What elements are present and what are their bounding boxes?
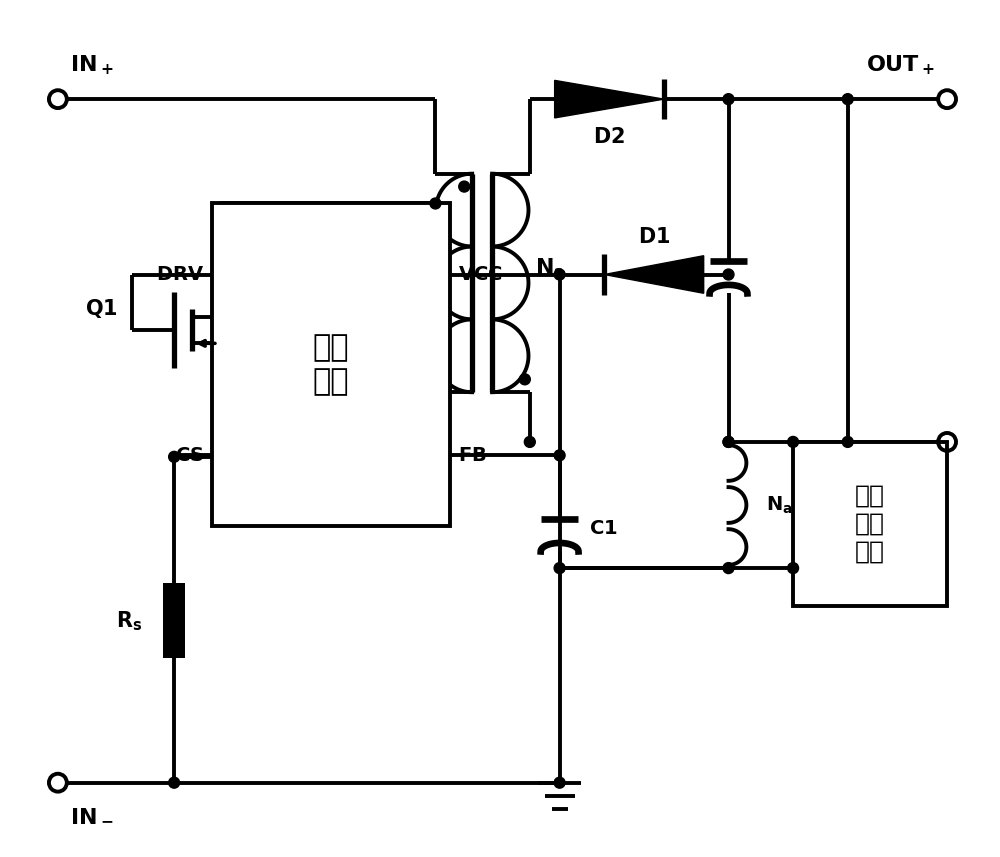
Text: $\mathbf{C2}$: $\mathbf{C2}$ bbox=[664, 266, 694, 285]
Polygon shape bbox=[555, 81, 664, 118]
Circle shape bbox=[723, 563, 734, 573]
Text: $\mathbf{OUT_-}$: $\mathbf{OUT_-}$ bbox=[866, 464, 935, 483]
Circle shape bbox=[459, 181, 470, 192]
Text: $\mathbf{IN_+}$: $\mathbf{IN_+}$ bbox=[70, 54, 113, 77]
Circle shape bbox=[430, 198, 441, 209]
Text: $\mathbf{DRV}$: $\mathbf{DRV}$ bbox=[156, 265, 204, 284]
Text: $\mathbf{OUT_+}$: $\mathbf{OUT_+}$ bbox=[866, 54, 935, 77]
Text: 隔离
反馈
网络: 隔离 反馈 网络 bbox=[855, 484, 885, 564]
Text: $\mathbf{N_a}$: $\mathbf{N_a}$ bbox=[766, 494, 793, 516]
Polygon shape bbox=[604, 255, 704, 293]
Circle shape bbox=[524, 436, 535, 447]
Text: $\mathbf{VCC}$: $\mathbf{VCC}$ bbox=[458, 265, 503, 284]
Bar bbox=[793, 442, 947, 606]
Text: $\mathbf{FB}$: $\mathbf{FB}$ bbox=[458, 446, 487, 464]
Circle shape bbox=[723, 269, 734, 280]
Text: $\mathbf{Q1}$: $\mathbf{Q1}$ bbox=[85, 297, 117, 321]
Circle shape bbox=[788, 563, 799, 573]
Circle shape bbox=[554, 269, 565, 280]
Text: $\mathbf{CS}$: $\mathbf{CS}$ bbox=[175, 446, 204, 464]
Bar bbox=[212, 203, 450, 526]
Circle shape bbox=[169, 777, 180, 788]
Text: $\mathbf{D2}$: $\mathbf{D2}$ bbox=[593, 127, 625, 147]
Circle shape bbox=[723, 436, 734, 447]
Text: $\mathbf{C1}$: $\mathbf{C1}$ bbox=[589, 519, 618, 538]
Circle shape bbox=[723, 93, 734, 105]
Circle shape bbox=[554, 563, 565, 573]
Circle shape bbox=[842, 436, 853, 447]
Bar bbox=[163, 584, 185, 658]
Circle shape bbox=[842, 93, 853, 105]
Circle shape bbox=[554, 777, 565, 788]
Text: $\mathbf{D1}$: $\mathbf{D1}$ bbox=[638, 227, 670, 247]
Text: 控制
芯片: 控制 芯片 bbox=[313, 333, 349, 396]
Text: $\mathbf{N_s}$: $\mathbf{N_s}$ bbox=[535, 256, 564, 280]
Text: $\mathbf{R_s}$: $\mathbf{R_s}$ bbox=[116, 609, 142, 632]
Circle shape bbox=[723, 436, 734, 447]
Text: $\mathbf{IN_-}$: $\mathbf{IN_-}$ bbox=[70, 805, 113, 824]
Text: $\mathbf{N_p}$: $\mathbf{N_p}$ bbox=[379, 270, 411, 297]
Circle shape bbox=[554, 450, 565, 461]
Circle shape bbox=[169, 452, 180, 462]
Circle shape bbox=[519, 374, 530, 385]
Circle shape bbox=[788, 436, 799, 447]
